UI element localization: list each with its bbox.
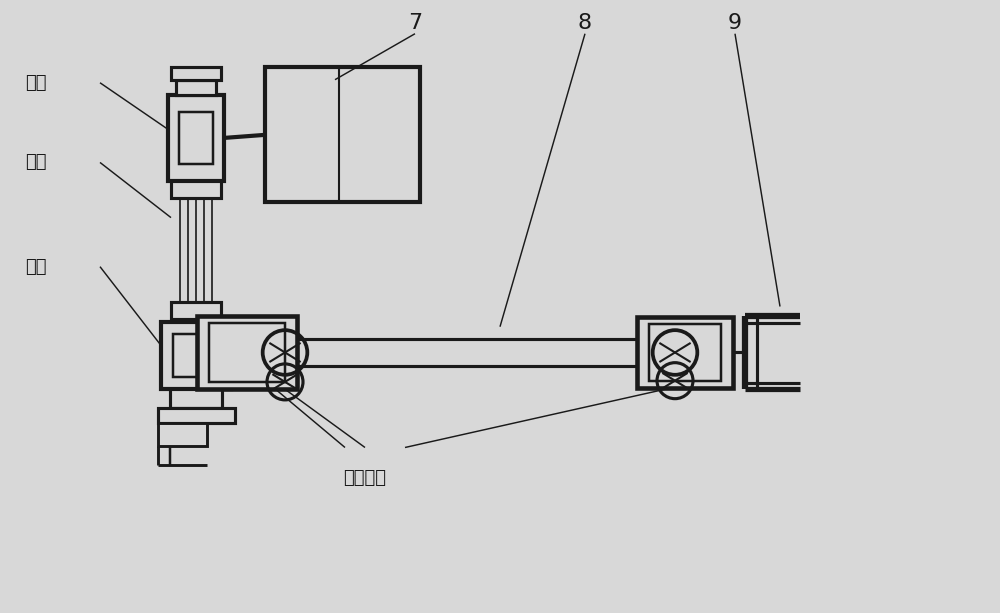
Bar (171, 181, 221, 198)
Bar (158, 423, 207, 446)
Bar (637, 317, 733, 388)
Bar (265, 67, 420, 202)
Bar (176, 80, 216, 95)
Text: 8: 8 (578, 13, 592, 33)
Text: 7: 7 (408, 13, 422, 33)
Text: 齿轮: 齿轮 (25, 74, 46, 92)
Bar (161, 322, 231, 389)
Bar (173, 333, 219, 378)
Bar (197, 316, 297, 389)
Bar (171, 302, 221, 319)
Bar (209, 323, 285, 382)
Bar (168, 95, 224, 181)
Bar (649, 324, 721, 381)
Text: 齿轮: 齿轮 (25, 257, 46, 276)
Bar (158, 408, 234, 423)
Text: 皮带: 皮带 (25, 153, 46, 172)
Bar (170, 389, 222, 408)
Bar (171, 67, 221, 80)
Text: 9: 9 (728, 13, 742, 33)
Text: 密封轴承: 密封轴承 (344, 469, 386, 487)
Bar (179, 112, 213, 164)
